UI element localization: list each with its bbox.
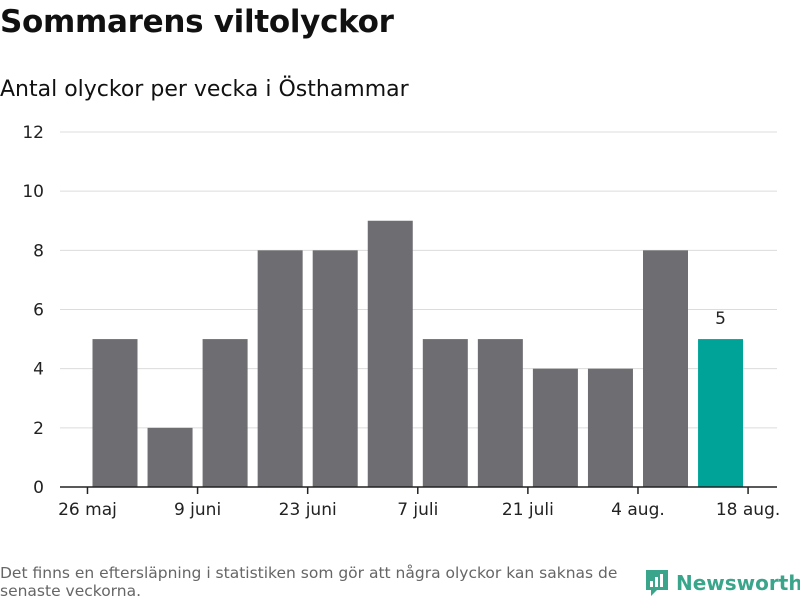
- bar: [367, 220, 413, 487]
- x-tick-label: 9 juni: [174, 500, 221, 520]
- bar: [312, 250, 358, 487]
- y-tick-label: 2: [33, 419, 44, 439]
- x-tick-label: 23 juni: [279, 500, 337, 520]
- y-tick-label: 12: [22, 123, 44, 143]
- bar: [147, 427, 193, 487]
- bar: [92, 339, 138, 487]
- x-tick-label: 18 aug.: [716, 500, 780, 520]
- y-tick-label: 6: [33, 301, 44, 321]
- bar: [532, 368, 578, 487]
- newsworthy-logo-icon: [646, 570, 668, 596]
- y-tick-label: 0: [33, 478, 44, 498]
- bar: [587, 368, 633, 487]
- x-tick-label: 26 maj: [58, 500, 117, 520]
- brand[interactable]: Newsworthy: [644, 568, 800, 598]
- x-tick-label: 7 juli: [397, 500, 438, 520]
- chart-title: Sommarens viltolyckor: [0, 4, 394, 40]
- data-label: 5: [715, 309, 726, 329]
- bar: [257, 250, 303, 487]
- bar: [422, 339, 468, 487]
- x-tick-label: 4 aug.: [611, 500, 665, 520]
- y-tick-label: 4: [33, 360, 44, 380]
- bar: [202, 339, 248, 487]
- footnote: Det finns en eftersläpning i statistiken…: [0, 564, 618, 600]
- y-tick-label: 8: [33, 241, 44, 261]
- x-tick-label: 21 juli: [502, 500, 554, 520]
- bar-highlight: [698, 339, 744, 487]
- brand-name: Newsworthy: [676, 571, 800, 595]
- bar: [643, 250, 688, 487]
- y-tick-label: 10: [22, 182, 44, 202]
- bar-chart: 0 2 4 6 8 10 12 5 26 maj 9 juni 23 juni 7 juli 21 ju…: [22, 123, 780, 520]
- chart-subtitle: Antal olyckor per vecka i Östhammar: [0, 77, 409, 102]
- bar: [477, 339, 523, 487]
